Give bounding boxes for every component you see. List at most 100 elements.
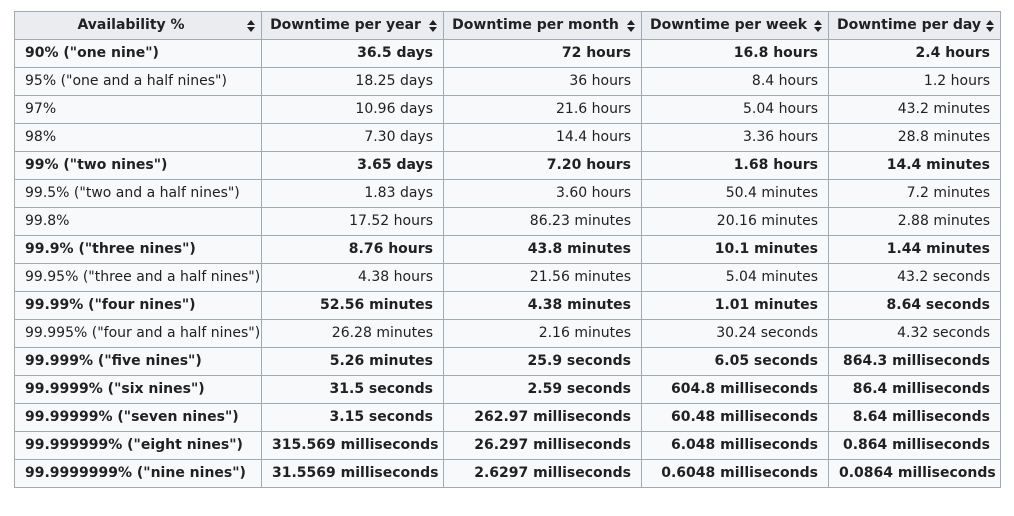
sort-both-icon: [247, 19, 255, 32]
table-row: 99.9% ("three nines") 8.76 hours 43.8 mi…: [14, 235, 1001, 264]
availability-cell: 99.99999% ("seven nines"): [14, 403, 262, 432]
downtime-year-cell: 4.38 hours: [261, 263, 444, 292]
downtime-day-cell: 4.32 seconds: [828, 319, 1001, 348]
availability-cell: 99.999% ("five nines"): [14, 347, 262, 376]
availability-cell: 99.5% ("two and a half nines"): [14, 179, 262, 208]
downtime-year-cell: 3.65 days: [261, 151, 444, 180]
downtime-month-cell: 2.59 seconds: [443, 375, 642, 404]
downtime-month-cell: 86.23 minutes: [443, 207, 642, 236]
downtime-week-cell: 1.68 hours: [641, 151, 829, 180]
table-row: 98% 7.30 days 14.4 hours 3.36 hours 28.8…: [14, 123, 1001, 152]
table-row: 99.95% ("three and a half nines") 4.38 h…: [14, 263, 1001, 292]
downtime-week-cell: 10.1 minutes: [641, 235, 829, 264]
availability-cell: 99.9999% ("six nines"): [14, 375, 262, 404]
availability-cell: 99.995% ("four and a half nines"): [14, 319, 262, 348]
availability-cell: 99.99% ("four nines"): [14, 291, 262, 320]
column-header-downtime-day[interactable]: Downtime per day: [828, 11, 1001, 40]
downtime-week-cell: 0.6048 milliseconds: [641, 459, 829, 488]
downtime-week-cell: 30.24 seconds: [641, 319, 829, 348]
downtime-day-cell: 2.88 minutes: [828, 207, 1001, 236]
table-row: 99.999999% ("eight nines") 315.569 milli…: [14, 431, 1001, 460]
downtime-week-cell: 50.4 minutes: [641, 179, 829, 208]
table-row: 99.995% ("four and a half nines") 26.28 …: [14, 319, 1001, 348]
downtime-month-cell: 14.4 hours: [443, 123, 642, 152]
downtime-month-cell: 43.8 minutes: [443, 235, 642, 264]
table-row: 97% 10.96 days 21.6 hours 5.04 hours 43.…: [14, 95, 1001, 124]
downtime-month-cell: 7.20 hours: [443, 151, 642, 180]
availability-cell: 90% ("one nine"): [14, 39, 262, 68]
column-header-label: Downtime per week: [650, 17, 808, 33]
downtime-month-cell: 3.60 hours: [443, 179, 642, 208]
availability-cell: 99% ("two nines"): [14, 151, 262, 180]
table-row: 99.99% ("four nines") 52.56 minutes 4.38…: [14, 291, 1001, 320]
availability-cell: 98%: [14, 123, 262, 152]
downtime-month-cell: 2.16 minutes: [443, 319, 642, 348]
downtime-year-cell: 7.30 days: [261, 123, 444, 152]
downtime-day-cell: 8.64 milliseconds: [828, 403, 1001, 432]
downtime-week-cell: 6.05 seconds: [641, 347, 829, 376]
downtime-day-cell: 1.44 minutes: [828, 235, 1001, 264]
column-header-downtime-month[interactable]: Downtime per month: [443, 11, 642, 40]
header-row: Availability % Downtime per year Downtim…: [14, 11, 1001, 40]
downtime-month-cell: 25.9 seconds: [443, 347, 642, 376]
downtime-day-cell: 8.64 seconds: [828, 291, 1001, 320]
downtime-year-cell: 31.5569 milliseconds: [261, 459, 444, 488]
downtime-day-cell: 2.4 hours: [828, 39, 1001, 68]
downtime-day-cell: 28.8 minutes: [828, 123, 1001, 152]
downtime-month-cell: 2.6297 milliseconds: [443, 459, 642, 488]
table-row: 99.999% ("five nines") 5.26 minutes 25.9…: [14, 347, 1001, 376]
downtime-month-cell: 26.297 milliseconds: [443, 431, 642, 460]
downtime-year-cell: 5.26 minutes: [261, 347, 444, 376]
downtime-day-cell: 864.3 milliseconds: [828, 347, 1001, 376]
table-row: 99.8% 17.52 hours 86.23 minutes 20.16 mi…: [14, 207, 1001, 236]
downtime-month-cell: 21.56 minutes: [443, 263, 642, 292]
downtime-week-cell: 8.4 hours: [641, 67, 829, 96]
availability-cell: 99.9% ("three nines"): [14, 235, 262, 264]
table-row: 99.9999999% ("nine nines") 31.5569 milli…: [14, 459, 1001, 488]
downtime-day-cell: 7.2 minutes: [828, 179, 1001, 208]
downtime-week-cell: 604.8 milliseconds: [641, 375, 829, 404]
downtime-month-cell: 36 hours: [443, 67, 642, 96]
downtime-week-cell: 5.04 hours: [641, 95, 829, 124]
downtime-week-cell: 60.48 milliseconds: [641, 403, 829, 432]
table-row: 90% ("one nine") 36.5 days 72 hours 16.8…: [14, 39, 1001, 68]
downtime-year-cell: 1.83 days: [261, 179, 444, 208]
downtime-day-cell: 43.2 minutes: [828, 95, 1001, 124]
downtime-week-cell: 6.048 milliseconds: [641, 431, 829, 460]
sort-both-icon: [429, 19, 437, 32]
downtime-year-cell: 10.96 days: [261, 95, 444, 124]
downtime-year-cell: 18.25 days: [261, 67, 444, 96]
sort-both-icon: [986, 19, 994, 32]
downtime-year-cell: 52.56 minutes: [261, 291, 444, 320]
availability-cell: 99.999999% ("eight nines"): [14, 431, 262, 460]
column-header-downtime-year[interactable]: Downtime per year: [261, 11, 444, 40]
downtime-day-cell: 14.4 minutes: [828, 151, 1001, 180]
table-row: 99.9999% ("six nines") 31.5 seconds 2.59…: [14, 375, 1001, 404]
downtime-week-cell: 5.04 minutes: [641, 263, 829, 292]
downtime-year-cell: 17.52 hours: [261, 207, 444, 236]
table-row: 99.99999% ("seven nines") 3.15 seconds 2…: [14, 403, 1001, 432]
column-header-label: Availability %: [77, 17, 185, 33]
downtime-month-cell: 21.6 hours: [443, 95, 642, 124]
column-header-label: Downtime per day: [837, 17, 982, 33]
downtime-week-cell: 20.16 minutes: [641, 207, 829, 236]
column-header-availability[interactable]: Availability %: [14, 11, 262, 40]
availability-cell: 99.8%: [14, 207, 262, 236]
sort-both-icon: [814, 19, 822, 32]
availability-cell: 97%: [14, 95, 262, 124]
column-header-label: Downtime per month: [452, 17, 619, 33]
downtime-month-cell: 262.97 milliseconds: [443, 403, 642, 432]
downtime-week-cell: 16.8 hours: [641, 39, 829, 68]
table-row: 99.5% ("two and a half nines") 1.83 days…: [14, 179, 1001, 208]
downtime-year-cell: 36.5 days: [261, 39, 444, 68]
downtime-week-cell: 3.36 hours: [641, 123, 829, 152]
downtime-day-cell: 43.2 seconds: [828, 263, 1001, 292]
downtime-month-cell: 4.38 minutes: [443, 291, 642, 320]
table-row: 99% ("two nines") 3.65 days 7.20 hours 1…: [14, 151, 1001, 180]
column-header-downtime-week[interactable]: Downtime per week: [641, 11, 829, 40]
table-body: 90% ("one nine") 36.5 days 72 hours 16.8…: [14, 39, 1001, 488]
availability-downtime-table: Availability % Downtime per year Downtim…: [14, 11, 1001, 488]
downtime-day-cell: 1.2 hours: [828, 67, 1001, 96]
availability-cell: 99.9999999% ("nine nines"): [14, 459, 262, 488]
sort-both-icon: [627, 19, 635, 32]
